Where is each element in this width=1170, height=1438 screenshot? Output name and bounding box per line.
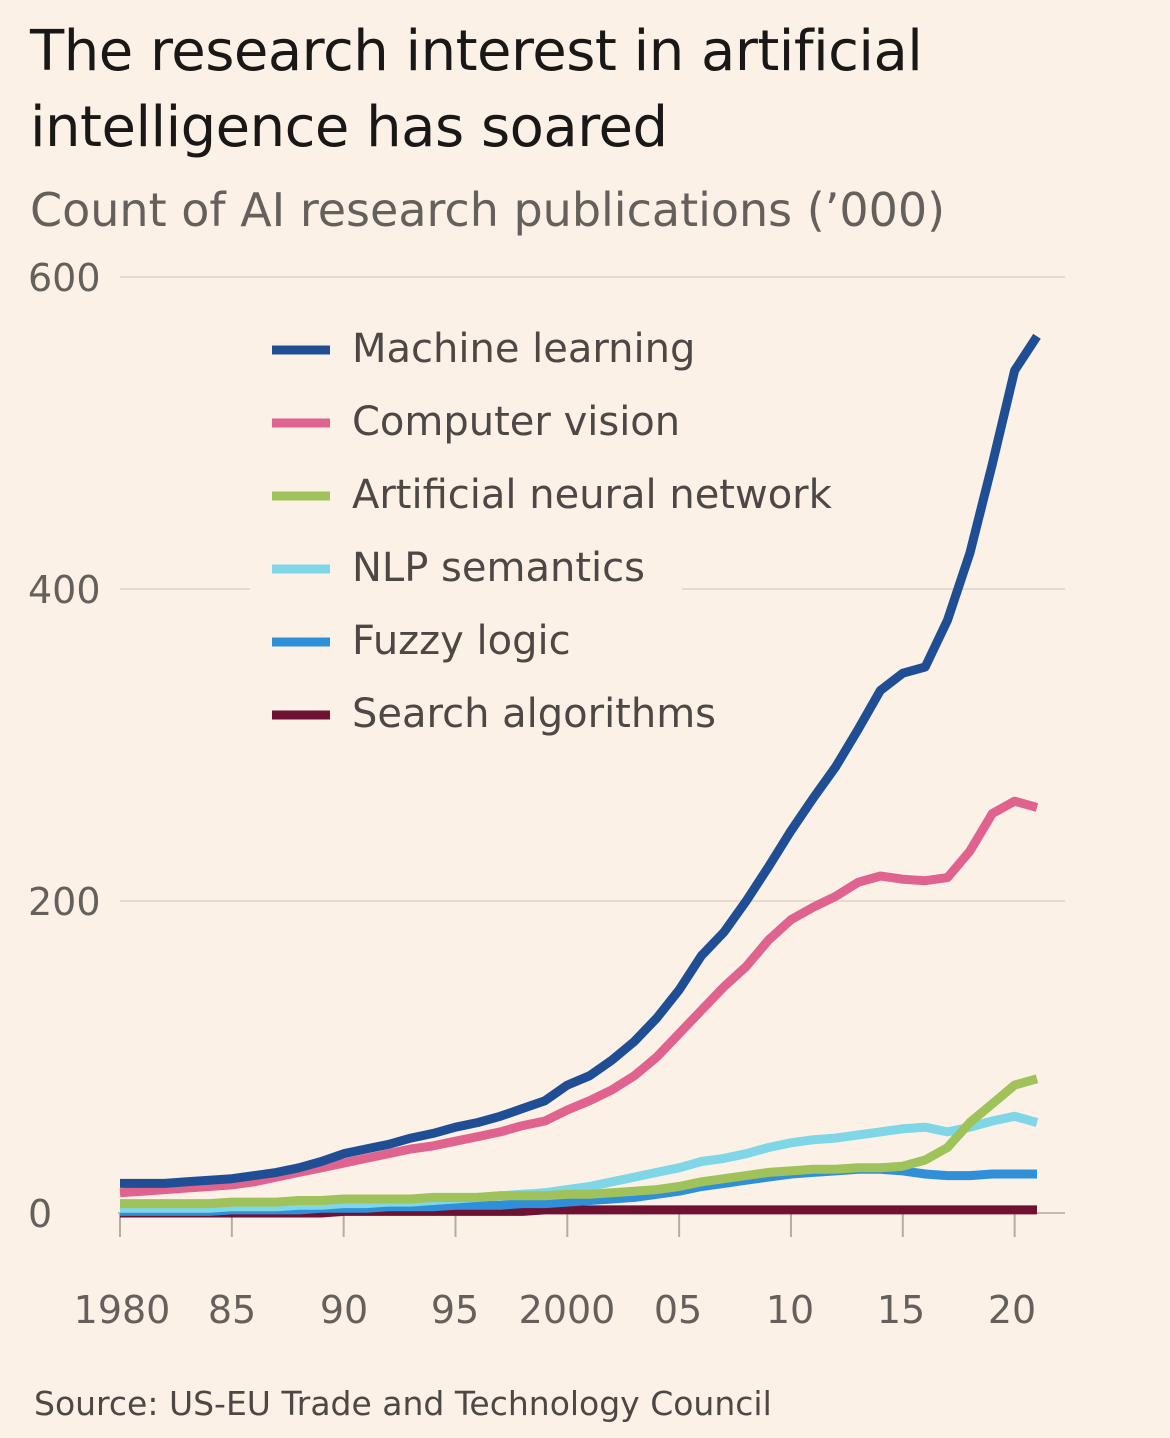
legend-label: Machine learning bbox=[352, 326, 695, 372]
y-tick-label: 600 bbox=[28, 256, 101, 300]
y-axis-ticks: 0 200 400 600 bbox=[28, 256, 101, 1236]
x-axis: 1980 85 90 95 2000 05 10 15 20 bbox=[74, 1212, 1065, 1332]
x-tick-label: 1980 bbox=[74, 1288, 171, 1332]
legend: Machine learning Computer vision Artificia… bbox=[250, 326, 833, 737]
series-line-computer-vision bbox=[119, 796, 1039, 1198]
series-line-nlp-semantics bbox=[120, 1111, 1039, 1213]
x-tick-label: 15 bbox=[877, 1288, 925, 1332]
x-tick-label: 05 bbox=[654, 1288, 702, 1332]
chart-title: The research interest in artificial inte… bbox=[30, 19, 923, 160]
x-tick-label: 95 bbox=[431, 1288, 479, 1332]
legend-label: Fuzzy logic bbox=[352, 618, 571, 664]
y-tick-label: 200 bbox=[28, 880, 101, 924]
series-lines bbox=[119, 333, 1041, 1218]
legend-label: Search algorithms bbox=[352, 691, 716, 737]
legend-label: Computer vision bbox=[352, 399, 680, 445]
x-tick-label: 2000 bbox=[519, 1288, 616, 1332]
source-note: Source: US-EU Trade and Technology Counc… bbox=[34, 1384, 772, 1423]
chart-subtitle: Count of AI research publications (’000) bbox=[30, 183, 946, 237]
series-line-artificial-neural-network bbox=[120, 1074, 1039, 1209]
x-tick-label: 10 bbox=[766, 1288, 814, 1332]
y-tick-label: 400 bbox=[28, 568, 101, 612]
x-tick-label: 90 bbox=[320, 1288, 368, 1332]
legend-label: Artificial neural network bbox=[352, 472, 833, 518]
y-tick-label: 0 bbox=[28, 1192, 52, 1236]
x-tick-label: 20 bbox=[988, 1288, 1036, 1332]
series-line-machine-learning bbox=[120, 333, 1041, 1188]
legend-label: NLP semantics bbox=[352, 545, 645, 591]
line-chart: 0 200 400 600 1980 85 90 95 2000 05 10 15 20 Machin… bbox=[28, 256, 1065, 1332]
x-tick-label: 85 bbox=[208, 1288, 256, 1332]
